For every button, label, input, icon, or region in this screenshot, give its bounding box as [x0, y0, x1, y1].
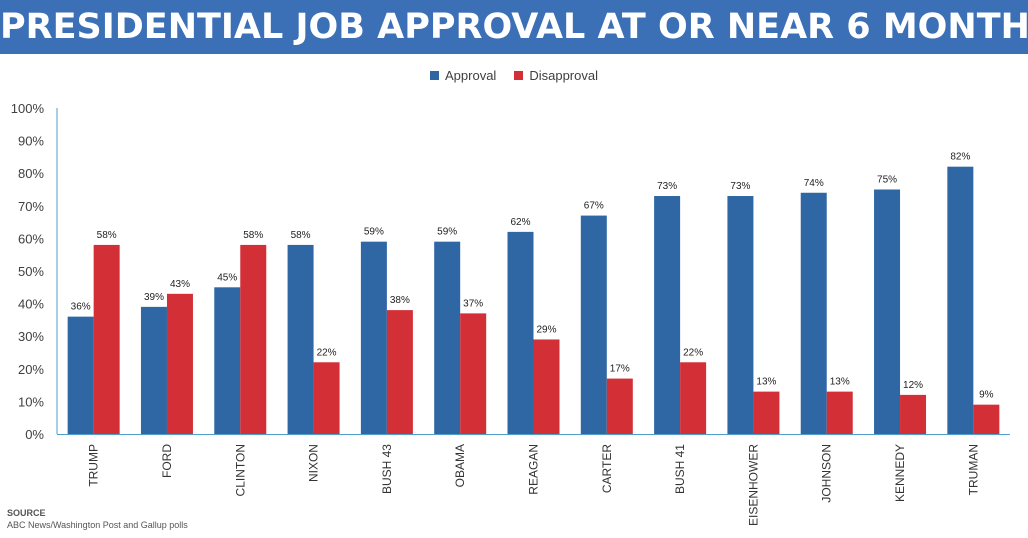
legend-item-approval: Approval — [430, 68, 496, 83]
data-label-disapproval: 29% — [536, 324, 556, 335]
source-note: SOURCE ABC News/Washington Post and Gall… — [7, 507, 188, 531]
x-tick-label: OBAMA — [453, 444, 467, 487]
bar-approval — [727, 196, 754, 434]
x-tick-label: TRUMP — [87, 444, 101, 487]
bar-approval — [874, 189, 901, 434]
x-tick-label: BUSH 43 — [380, 444, 394, 494]
data-label-approval: 58% — [291, 230, 311, 241]
bar-disapproval — [240, 244, 267, 434]
chart-legend: Approval Disapproval — [0, 66, 1028, 84]
y-tick-label: 80% — [18, 166, 44, 181]
title-bar: PRESIDENTIAL JOB APPROVAL AT OR NEAR 6 M… — [0, 0, 1028, 54]
y-tick-label: 90% — [18, 134, 44, 149]
data-label-approval: 62% — [510, 217, 530, 228]
bar-disapproval — [606, 378, 633, 434]
data-label-approval: 39% — [144, 292, 164, 303]
legend-swatch-approval — [430, 70, 440, 80]
x-tick-label: JOHNSON — [820, 444, 834, 503]
data-label-approval: 36% — [71, 302, 91, 313]
bar-approval — [947, 166, 974, 434]
bar-approval — [434, 241, 461, 434]
bar-disapproval — [826, 391, 853, 434]
x-tick-label: FORD — [160, 444, 174, 478]
data-label-disapproval: 58% — [243, 230, 263, 241]
x-tick-label: REAGAN — [527, 444, 541, 495]
data-label-disapproval: 17% — [610, 364, 630, 375]
bar-disapproval — [900, 394, 927, 434]
data-label-disapproval: 13% — [756, 377, 776, 388]
bar-disapproval — [313, 362, 340, 434]
x-tick-label: BUSH 41 — [673, 444, 687, 494]
data-label-approval: 73% — [657, 181, 677, 192]
data-label-disapproval: 38% — [390, 295, 410, 306]
bar-approval — [800, 192, 827, 434]
data-label-disapproval: 12% — [903, 380, 923, 391]
x-tick-label: CARTER — [600, 444, 614, 493]
data-label-approval: 67% — [584, 201, 604, 212]
bar-approval — [507, 231, 534, 434]
bar-disapproval — [166, 293, 193, 434]
y-tick-label: 70% — [18, 199, 44, 214]
data-label-disapproval: 13% — [830, 377, 850, 388]
data-label-approval: 73% — [730, 181, 750, 192]
source-text: ABC News/Washington Post and Gallup poll… — [7, 520, 188, 530]
bar-disapproval — [753, 391, 780, 434]
data-label-disapproval: 58% — [97, 230, 117, 241]
source-label: SOURCE — [7, 508, 46, 518]
y-tick-label: 30% — [18, 329, 44, 344]
x-tick-label: KENNEDY — [893, 444, 907, 502]
bar-approval — [140, 306, 167, 434]
data-label-disapproval: 43% — [170, 279, 190, 290]
y-tick-label: 100% — [11, 101, 45, 116]
data-label-disapproval: 22% — [683, 347, 703, 358]
bar-disapproval — [93, 244, 120, 434]
legend-swatch-disapproval — [514, 70, 524, 80]
bar-disapproval — [460, 313, 487, 434]
bar-disapproval — [533, 339, 560, 434]
bar-disapproval — [386, 310, 413, 434]
bar-approval — [287, 244, 314, 434]
data-label-approval: 59% — [437, 227, 457, 238]
x-tick-label: NIXON — [307, 444, 321, 482]
y-tick-label: 20% — [18, 362, 44, 377]
legend-label-disapproval: Disapproval — [529, 67, 598, 83]
data-label-approval: 75% — [877, 175, 897, 186]
bar-approval — [214, 287, 241, 434]
data-label-disapproval: 22% — [317, 347, 337, 358]
y-tick-label: 0% — [25, 427, 44, 442]
data-label-disapproval: 37% — [463, 298, 483, 309]
x-tick-label: EISENHOWER — [746, 444, 760, 526]
chart-title: PRESIDENTIAL JOB APPROVAL AT OR NEAR 6 M… — [0, 7, 1028, 47]
bar-approval — [654, 196, 681, 434]
bar-approval — [360, 241, 387, 434]
bar-approval — [580, 215, 607, 434]
x-tick-label: CLINTON — [233, 444, 247, 496]
bar-approval — [67, 316, 94, 434]
y-tick-label: 50% — [18, 264, 44, 279]
data-label-approval: 82% — [950, 152, 970, 163]
x-tick-label: TRUMAN — [966, 444, 980, 495]
data-label-approval: 45% — [217, 272, 237, 283]
y-tick-label: 40% — [18, 297, 44, 312]
bar-disapproval — [973, 404, 1000, 434]
data-label-approval: 59% — [364, 227, 384, 238]
bar-disapproval — [680, 362, 707, 434]
y-tick-label: 60% — [18, 231, 44, 246]
data-label-approval: 74% — [804, 178, 824, 189]
legend-item-disapproval: Disapproval — [514, 68, 598, 83]
y-tick-label: 10% — [18, 394, 44, 409]
data-label-disapproval: 9% — [979, 390, 994, 401]
legend-label-approval: Approval — [445, 67, 497, 83]
